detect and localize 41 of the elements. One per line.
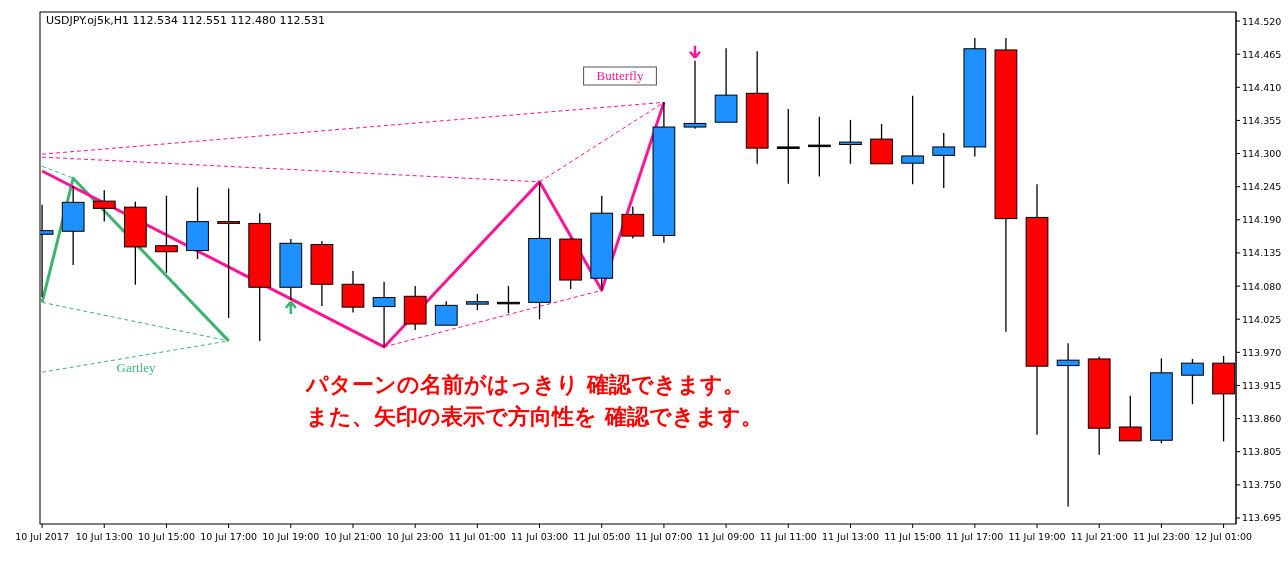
x-tick-label: 10 Jul 15:00 (137, 531, 195, 542)
y-tick-label: 114.135 (1242, 247, 1282, 259)
y-tick-label: 114.190 (1242, 214, 1282, 226)
x-tick-label: 11 Jul 03:00 (511, 531, 569, 542)
x-tick-label: 11 Jul 15:00 (884, 531, 942, 542)
y-tick-label: 114.245 (1242, 181, 1282, 193)
x-tick-label: 10 Jul 19:00 (262, 531, 320, 542)
y-tick-label: 114.300 (1242, 148, 1282, 160)
x-tick-label: 11 Jul 05:00 (573, 531, 631, 542)
x-tick-label: 11 Jul 21:00 (1070, 531, 1128, 542)
y-tick-label: 114.355 (1242, 114, 1282, 126)
x-tick-label: 11 Jul 01:00 (448, 531, 506, 542)
annotation: パターンの名前がはっきり 確認できます。 (305, 372, 745, 397)
x-tick-label: 11 Jul 11:00 (759, 531, 817, 542)
x-tick-label: 10 Jul 17:00 (200, 531, 258, 542)
x-tick-label: 10 Jul 23:00 (386, 531, 444, 542)
y-tick-label: 113.695 (1242, 512, 1282, 524)
y-tick-label: 113.860 (1242, 413, 1282, 425)
x-tick-label: 11 Jul 13:00 (821, 531, 879, 542)
y-tick-label: 113.915 (1242, 379, 1282, 391)
y-tick-label: 114.520 (1242, 15, 1282, 27)
x-tick-label: 12 Jul 01:00 (1195, 531, 1253, 542)
x-tick-label: 11 Jul 07:00 (635, 531, 693, 542)
x-tick-label: 11 Jul 17:00 (946, 531, 1004, 542)
chart-title: USDJPY.oj5k,H1 112.534 112.551 112.480 112.531 (46, 14, 325, 27)
x-tick-label: 10 Jul 2017 (15, 531, 69, 542)
x-tick-label: 10 Jul 21:00 (324, 531, 382, 542)
x-tick-label: 10 Jul 13:00 (75, 531, 133, 542)
annotation: また、矢印の表示で方向性を 確認できます。 (306, 404, 763, 429)
y-tick-label: 113.805 (1242, 446, 1282, 458)
x-tick-label: 11 Jul 19:00 (1008, 531, 1066, 542)
y-tick-label: 113.970 (1242, 346, 1282, 358)
annotation: Gartley (116, 360, 156, 375)
y-tick-label: 113.750 (1242, 479, 1282, 491)
y-tick-label: 114.080 (1242, 280, 1282, 292)
y-tick-label: 114.410 (1242, 81, 1282, 93)
x-tick-label: 11 Jul 09:00 (697, 531, 755, 542)
annotation: Butterfly (596, 68, 644, 83)
x-tick-label: 11 Jul 23:00 (1132, 531, 1190, 542)
y-tick-label: 114.465 (1242, 48, 1282, 60)
y-tick-label: 114.025 (1242, 313, 1282, 325)
